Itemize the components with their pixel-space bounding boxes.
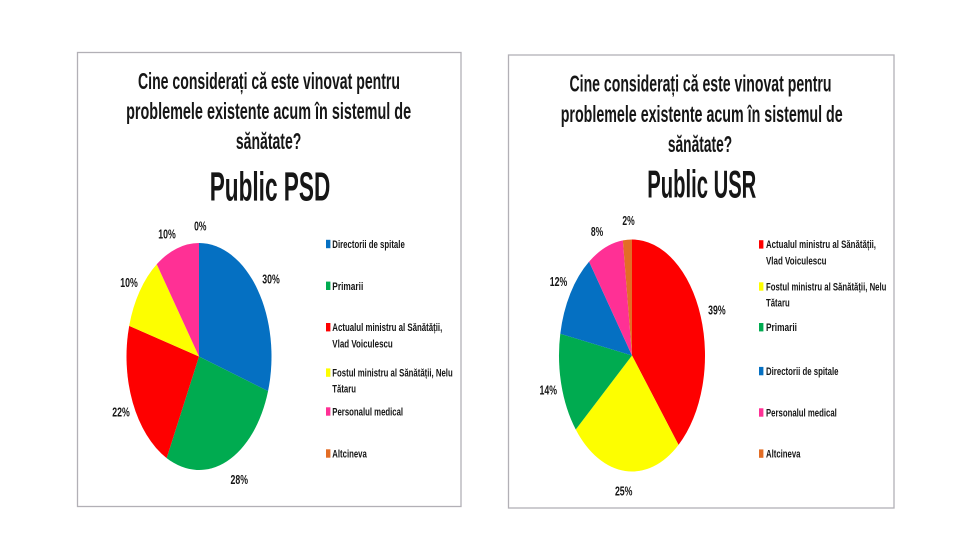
svg-text:problemele existente acum în s: problemele existente acum în sistemul de	[126, 98, 411, 124]
svg-text:10%: 10%	[158, 228, 176, 242]
svg-text:Cine considerați că este vinov: Cine considerați că este vinovat pentru	[570, 71, 832, 97]
svg-text:Primarii: Primarii	[332, 281, 363, 293]
svg-text:Altcineva: Altcineva	[332, 449, 367, 461]
svg-text:Vlad Voiculescu: Vlad Voiculescu	[766, 256, 827, 268]
svg-text:12%: 12%	[550, 275, 568, 289]
svg-text:14%: 14%	[540, 384, 558, 398]
svg-text:Vlad Voiculescu: Vlad Voiculescu	[332, 338, 393, 350]
svg-text:39%: 39%	[708, 304, 726, 318]
svg-text:Cine considerați că este vinov: Cine considerați că este vinovat pentru	[138, 68, 400, 94]
svg-text:28%: 28%	[231, 473, 249, 487]
svg-text:25%: 25%	[615, 485, 633, 499]
svg-text:30%: 30%	[262, 273, 280, 287]
svg-text:0%: 0%	[194, 219, 206, 233]
svg-text:8%: 8%	[591, 225, 603, 239]
svg-text:2%: 2%	[622, 214, 634, 228]
svg-text:Directorii de spitale: Directorii de spitale	[766, 366, 839, 378]
svg-text:Actualul ministru al Sănătății: Actualul ministru al Sănătății,	[332, 322, 442, 334]
svg-text:sănătate?: sănătate?	[668, 131, 732, 157]
svg-text:Public PSD: Public PSD	[210, 163, 331, 209]
svg-text:Public USR: Public USR	[647, 164, 756, 207]
svg-text:Fostul ministru al Sănătății,: Fostul ministru al Sănătății, Nelu	[332, 367, 452, 379]
svg-text:Altcineva: Altcineva	[766, 448, 801, 460]
svg-text:Directorii de spitale: Directorii de spitale	[332, 239, 405, 251]
svg-text:Actualul ministru al Sănătății: Actualul ministru al Sănătății,	[766, 239, 876, 251]
svg-text:sănătate?: sănătate?	[236, 128, 302, 154]
svg-text:22%: 22%	[112, 406, 130, 420]
svg-text:Primarii: Primarii	[766, 322, 797, 334]
svg-text:10%: 10%	[120, 276, 138, 290]
svg-text:Personalul medical: Personalul medical	[332, 407, 403, 419]
svg-text:Fostul ministru al Sănătății,: Fostul ministru al Sănătății, Nelu	[766, 281, 886, 293]
svg-text:Tătaru: Tătaru	[332, 384, 356, 396]
svg-text:Personalul medical: Personalul medical	[766, 407, 837, 419]
svg-text:problemele existente acum în s: problemele existente acum în sistemul de	[561, 101, 843, 127]
svg-text:Tătaru: Tătaru	[766, 298, 790, 310]
